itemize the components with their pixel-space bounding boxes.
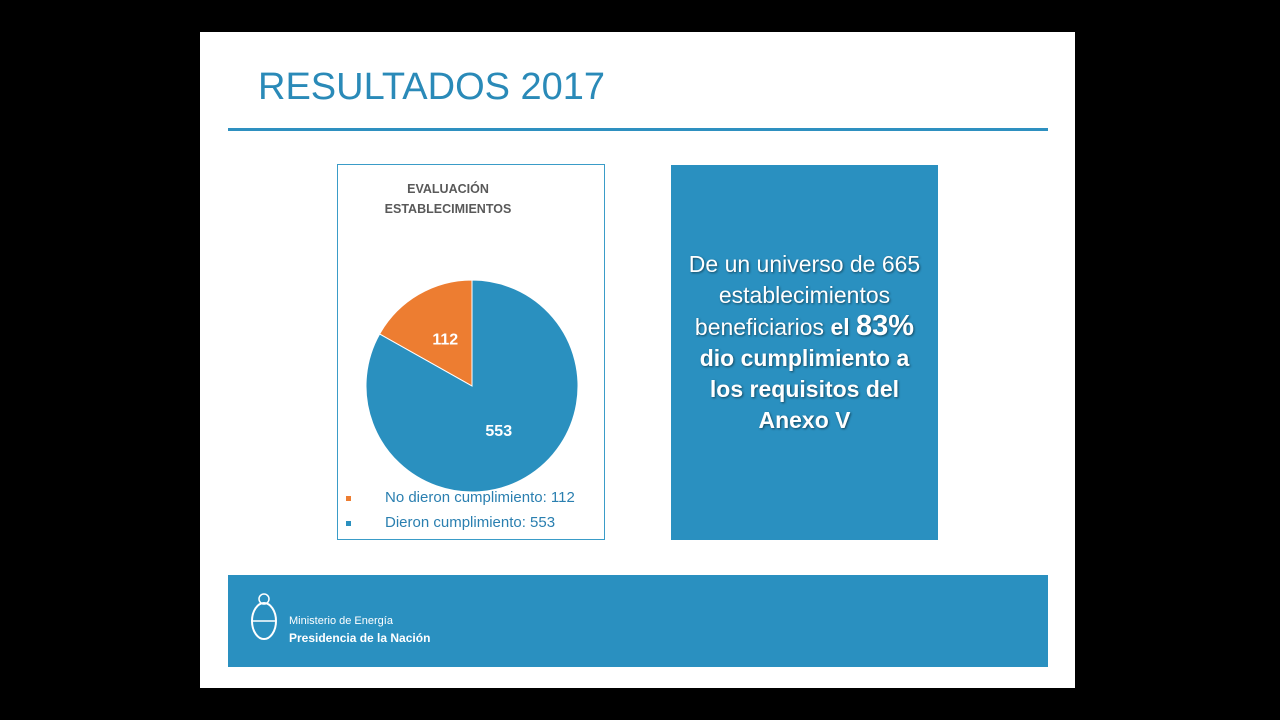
data-label: 112 (432, 331, 458, 348)
callout-box: De un universo de 665 establecimientos b… (671, 165, 938, 540)
chart-title: EVALUACIÓN ESTABLECIMIENTOS (384, 182, 512, 216)
pie-chart: 112 553 (365, 279, 579, 493)
callout-text: De un universo de 665 establecimientos b… (681, 249, 928, 436)
data-label: 553 (485, 423, 512, 440)
slide: RESULTADOS 2017 112 553 EVALUACIÓN ESTABL… (200, 32, 1075, 688)
legend-marker (346, 521, 351, 526)
callout-highlight: 83% (856, 310, 915, 342)
pie-slice (365, 279, 579, 493)
legend-entry: Dieron cumplimiento: 553 (385, 514, 556, 531)
title-rule (228, 128, 1048, 131)
slide-title: RESULTADOS 2017 (258, 66, 606, 108)
callout-normal: De un universo de 665 establecimientos b… (688, 251, 921, 340)
legend-marker (346, 496, 351, 501)
pie-slice (378, 279, 473, 387)
footer: Ministerio de Energía Presidencia de la … (228, 575, 1048, 667)
callout-bold: el (830, 314, 850, 340)
chart-box: 112 553 EVALUACIÓN ESTABLECIMIENTOS No di… (337, 164, 605, 540)
emblem (251, 593, 277, 640)
callout-bold: dio cumplimiento a los requisitos del An… (699, 345, 910, 433)
footer-presidency: Presidencia de la Nación (289, 631, 431, 645)
legend-entry: No dieron cumplimiento: 112 (385, 489, 575, 506)
footer-ministry: Ministerio de Energía (289, 615, 393, 627)
